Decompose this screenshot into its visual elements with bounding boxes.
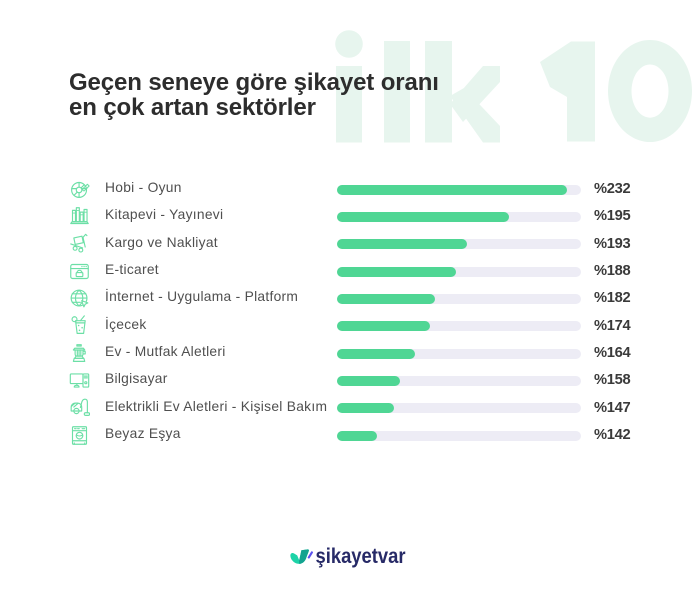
- svg-text:şikayetvar: şikayetvar: [316, 545, 406, 568]
